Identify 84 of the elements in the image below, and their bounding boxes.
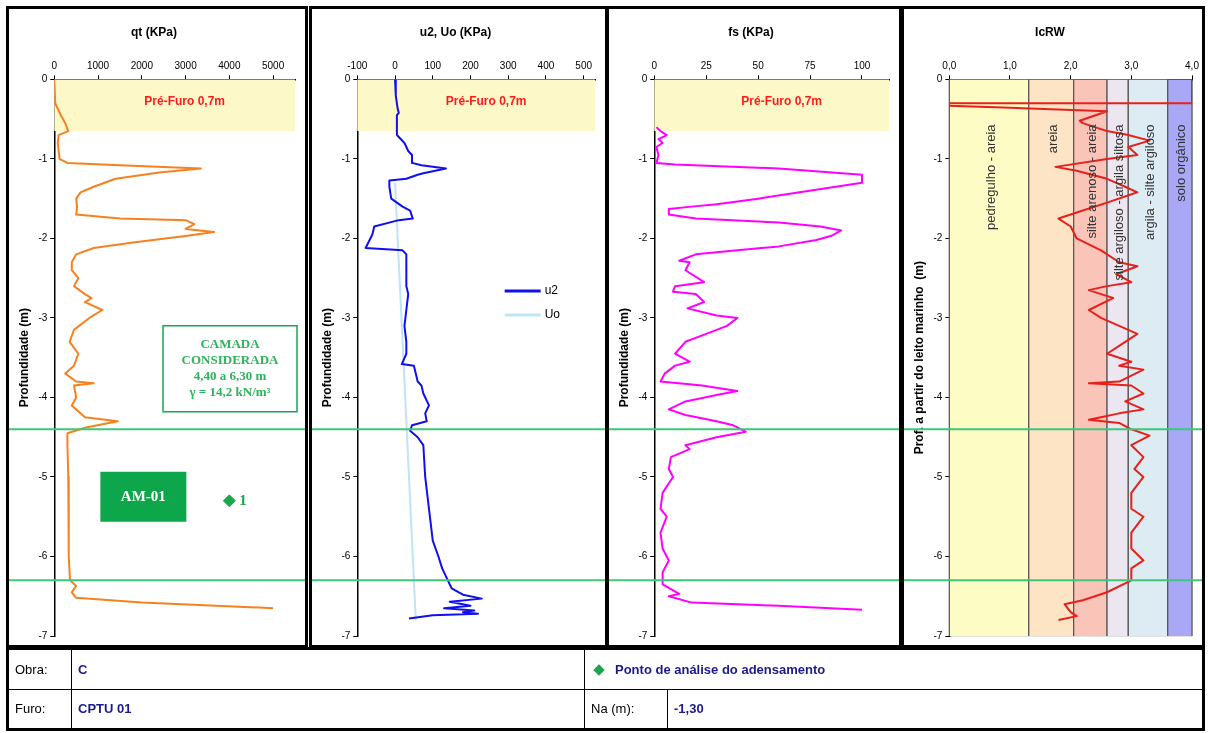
y-tick-label: -5 bbox=[38, 470, 48, 482]
y-axis-title: Profundidade (m) bbox=[16, 308, 31, 408]
y-tick-label: -3 bbox=[933, 311, 943, 323]
band-label: Pré-Furo 0,7m bbox=[445, 93, 527, 108]
text: Obra: bbox=[8, 649, 72, 689]
x-tick-label: 500 bbox=[575, 60, 593, 72]
band-label: argila - silte argiloso bbox=[1141, 124, 1157, 241]
x-tick-label: 4000 bbox=[218, 60, 241, 72]
legend-label: u2 bbox=[544, 283, 559, 298]
x-tick-label: 2000 bbox=[130, 60, 154, 72]
text: C bbox=[71, 649, 585, 689]
x-tick-label: 2,0 bbox=[1063, 60, 1079, 72]
x-tick-label: 0 bbox=[392, 60, 399, 72]
y-tick-label: -3 bbox=[38, 311, 48, 323]
y-axis-title: Profundidade (m) bbox=[616, 308, 631, 408]
y-tick-label: -1 bbox=[38, 152, 48, 164]
band-label: pedregulho - areia bbox=[982, 123, 998, 230]
y-tick-label: 0 bbox=[936, 73, 943, 85]
x-tick-label: 400 bbox=[537, 60, 555, 72]
y-tick-label: -3 bbox=[341, 311, 351, 323]
chart-title: u2, Uo (KPa) bbox=[419, 24, 492, 39]
y-tick-label: -5 bbox=[933, 470, 943, 482]
text: Na (m): bbox=[584, 689, 668, 729]
y-tick-label: -5 bbox=[638, 470, 648, 482]
y-tick-label: 0 bbox=[344, 73, 351, 85]
chart-title: fs (KPa) bbox=[728, 24, 774, 39]
y-tick-label: -7 bbox=[341, 629, 351, 641]
text: CPTU 01 bbox=[71, 689, 585, 729]
annotation: CAMADA CONSIDERADA 4,40 a 6,30 m γ = 14,2 kN/m³ bbox=[181, 336, 280, 400]
text: Furo: bbox=[8, 689, 72, 729]
x-tick-label: 3,0 bbox=[1124, 60, 1139, 72]
y-tick-label: 0 bbox=[641, 73, 648, 85]
legend-label: Uo bbox=[544, 307, 561, 322]
y-tick-label: -1 bbox=[638, 152, 648, 164]
x-tick-label: 100 bbox=[424, 60, 442, 72]
y-tick-label: -2 bbox=[341, 232, 351, 244]
x-tick-label: 3000 bbox=[174, 60, 198, 72]
y-tick-label: -6 bbox=[638, 550, 648, 562]
y-tick-label: -2 bbox=[933, 232, 943, 244]
annotation: AM-01 bbox=[120, 487, 166, 504]
y-tick-label: -6 bbox=[38, 550, 48, 562]
x-tick-label: 4,0 bbox=[1185, 60, 1200, 72]
y-tick-label: -7 bbox=[933, 629, 943, 641]
y-tick-label: 0 bbox=[41, 73, 48, 85]
band-label: silte argiloso - argila siltosa bbox=[1111, 123, 1127, 281]
y-tick-label: -6 bbox=[341, 550, 351, 562]
x-tick-label: 1000 bbox=[86, 60, 110, 72]
text: -1,30 bbox=[667, 689, 1203, 729]
y-tick-label: -7 bbox=[638, 629, 648, 641]
x-tick-label: -100 bbox=[347, 60, 368, 72]
y-tick-label: -1 bbox=[933, 152, 943, 164]
y-tick-label: -4 bbox=[38, 391, 48, 403]
band-label: silte arenoso - areia bbox=[1083, 123, 1099, 239]
y-tick-label: -4 bbox=[341, 391, 351, 403]
y-tick-label: -2 bbox=[638, 232, 648, 244]
band-label: Pré-Furo 0,7m bbox=[144, 93, 225, 108]
y-axis-title: Profundidade (m) bbox=[319, 308, 334, 408]
band-label: solo orgânico bbox=[1173, 124, 1189, 202]
text: Ponto de análise do adensamento bbox=[584, 649, 1203, 689]
chart-title: qt (KPa) bbox=[131, 24, 177, 39]
x-tick-label: 100 bbox=[853, 60, 871, 72]
x-tick-label: 25 bbox=[700, 60, 713, 72]
chart-title: IcRW bbox=[1035, 24, 1066, 39]
y-tick-label: -4 bbox=[933, 391, 943, 403]
x-tick-label: 0 bbox=[651, 60, 658, 72]
x-tick-label: 200 bbox=[462, 60, 480, 72]
y-tick-label: -6 bbox=[933, 550, 943, 562]
x-tick-label: 5000 bbox=[261, 60, 285, 72]
y-tick-label: -5 bbox=[341, 470, 351, 482]
x-tick-label: 1,0 bbox=[1003, 60, 1018, 72]
band-label: areia bbox=[1044, 123, 1060, 154]
y-tick-label: -2 bbox=[38, 232, 48, 244]
x-tick-label: 0 bbox=[51, 60, 58, 72]
band-label: Pré-Furo 0,7m bbox=[741, 93, 822, 108]
x-tick-label: 300 bbox=[499, 60, 517, 72]
y-tick-label: -3 bbox=[638, 311, 648, 323]
x-tick-label: 50 bbox=[752, 60, 765, 72]
series-label: 1 bbox=[239, 491, 247, 508]
y-tick-label: -4 bbox=[638, 391, 648, 403]
y-tick-label: -1 bbox=[341, 152, 351, 164]
x-tick-label: 0,0 bbox=[942, 60, 957, 72]
y-axis-title: Prof. a partir do leito marinho (m) bbox=[911, 261, 926, 455]
x-tick-label: 75 bbox=[804, 60, 817, 72]
y-tick-label: -7 bbox=[38, 629, 48, 641]
